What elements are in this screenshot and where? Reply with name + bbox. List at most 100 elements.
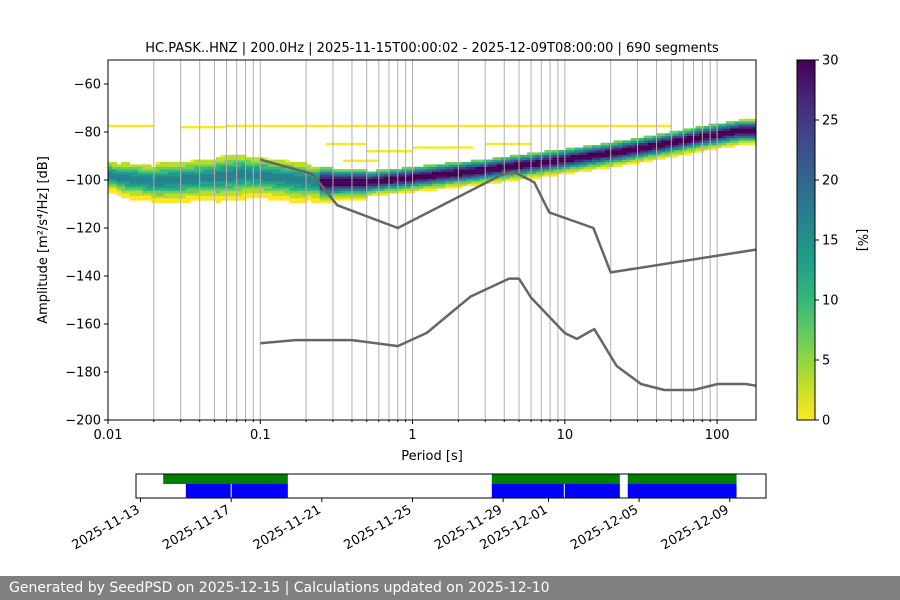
heatmap-cell [216,159,221,163]
heatmap-cell [336,193,342,196]
heatmap-cell [328,186,334,189]
heatmap-cell [116,164,122,167]
heatmap-outlier [412,146,474,149]
heatmap-cell [302,162,308,165]
heatmap-cell [341,193,346,196]
heatmap-cell [246,159,251,163]
heatmap-cell [168,171,174,175]
heatmap-cell [747,135,753,139]
heatmap-cell [393,171,398,175]
heatmap-cell [531,164,537,167]
heatmap-cell [324,195,329,199]
heatmap-cell [587,166,593,170]
heatmap-cell [609,147,614,151]
heatmap-cell [371,188,377,191]
heatmap-cell [721,123,727,127]
heatmap-cell [185,183,191,187]
heatmap-cell [237,157,243,160]
heatmap-cell [146,198,152,201]
heatmap-cell [246,169,251,172]
heatmap-cell [397,174,403,177]
heatmap-cell [362,174,368,177]
heatmap-cell [120,190,126,194]
heatmap-cell [125,169,130,172]
heatmap-cell [108,174,113,177]
heatmap-cell [432,188,437,191]
heatmap-cell [380,188,385,191]
heatmap-cell [514,178,519,182]
heatmap-cell [293,186,299,189]
heatmap-cell [501,171,506,175]
heatmap-cell [293,198,299,201]
heatmap-cell [267,159,273,163]
heatmap-cell [432,171,437,175]
heatmap-cell [198,176,204,179]
heatmap-cell [146,188,152,191]
heatmap-cell [228,186,234,189]
heatmap-cell [220,154,226,158]
heatmap-cell [315,193,321,196]
heatmap-cell [328,183,334,187]
heatmap-cell [721,138,727,141]
heatmap-cell [298,193,303,196]
heatmap-cell [259,169,264,172]
heatmap-cell [505,176,511,179]
heatmap-cell [190,195,195,199]
heatmap-cell [665,152,670,155]
heatmap-cell [639,157,645,160]
heatmap-outlier [180,126,227,129]
heatmap-cell [120,164,126,167]
heatmap-cell [267,183,273,187]
heatmap-cell [164,186,169,189]
heatmap-cell [155,176,161,179]
heatmap-cell [444,178,450,182]
heatmap-cell [185,169,191,172]
heatmap-cell [527,166,532,170]
heatmap-cell [652,152,658,155]
heatmap-cell [194,169,200,172]
heatmap-cell [561,159,567,163]
heatmap-cell [267,174,273,177]
heatmap-cell [138,188,143,191]
heatmap-cell [730,121,735,124]
heatmap-cell [527,164,532,167]
heatmap-cell [228,178,234,182]
heatmap-cell [436,171,442,175]
heatmap-cell [648,138,653,141]
heatmap-cell [630,154,636,158]
heatmap-cell [311,188,316,191]
heatmap-cell [375,171,381,175]
heatmap-cell [518,157,524,160]
heatmap-cell [233,193,238,196]
heatmap-cell [427,174,433,177]
heatmap-cell [254,181,260,184]
heatmap-cell [617,140,623,143]
heatmap-cell [552,152,558,155]
heatmap-cell [483,176,489,179]
heatmap-cell [423,181,429,184]
heatmap-cell [401,169,407,172]
heatmap-cell [419,171,424,175]
heatmap-cell [246,166,251,170]
heatmap-cell [660,138,666,141]
heatmap-cell [462,169,467,172]
heatmap-cell [747,140,753,143]
heatmap-cell [164,164,169,167]
heatmap-cell [216,162,221,165]
heatmap-cell [488,181,493,184]
heatmap-cell [159,198,165,201]
heatmap-cell [665,135,670,139]
heatmap-cell [263,181,269,184]
heatmap-cell [401,181,407,184]
heatmap-cell [181,195,187,199]
heatmap-cell [237,186,243,189]
heatmap-cell [272,188,277,191]
heatmap-cell [237,159,243,163]
heatmap-cell [535,171,541,175]
heatmap-cell [743,128,748,131]
heatmap-cell [544,152,550,155]
heatmap-cell [514,166,519,170]
heatmap-cell [583,169,588,172]
heatmap-cell [267,188,273,191]
heatmap-cell [125,166,130,170]
